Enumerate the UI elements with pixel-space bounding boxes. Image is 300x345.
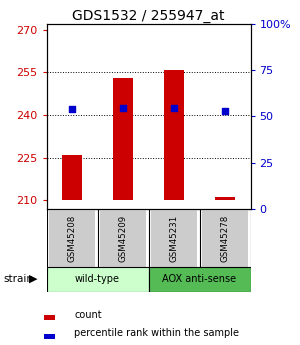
- Bar: [44, 315, 55, 320]
- Bar: [215, 197, 235, 200]
- Bar: [151, 209, 197, 267]
- Bar: [62, 155, 82, 200]
- Bar: [44, 334, 55, 338]
- Bar: [202, 209, 248, 267]
- Text: GSM45278: GSM45278: [220, 215, 230, 262]
- Bar: [46, 267, 148, 292]
- Text: GSM45231: GSM45231: [169, 215, 178, 262]
- Point: [172, 105, 176, 111]
- Title: GDS1532 / 255947_at: GDS1532 / 255947_at: [72, 9, 225, 23]
- Text: GSM45209: GSM45209: [118, 215, 127, 262]
- Text: count: count: [74, 310, 102, 320]
- Bar: [100, 209, 146, 267]
- Text: GSM45208: GSM45208: [68, 215, 76, 262]
- Bar: [148, 267, 250, 292]
- Point: [223, 108, 227, 114]
- Text: percentile rank within the sample: percentile rank within the sample: [74, 328, 239, 338]
- Text: ▶: ▶: [29, 274, 38, 284]
- Text: AOX anti-sense: AOX anti-sense: [162, 274, 237, 284]
- Text: strain: strain: [3, 274, 33, 284]
- Point: [121, 105, 125, 111]
- Bar: [164, 70, 184, 200]
- Text: wild-type: wild-type: [75, 274, 120, 284]
- Bar: [113, 78, 133, 200]
- Point: [70, 107, 74, 112]
- Bar: [49, 209, 95, 267]
